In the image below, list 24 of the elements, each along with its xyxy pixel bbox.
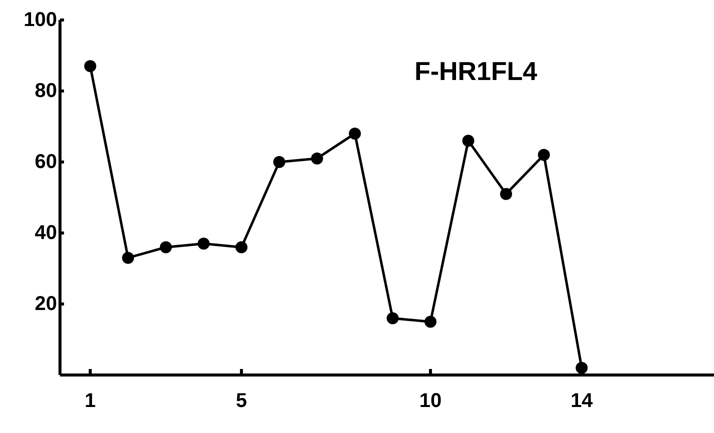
y-tick-label: 100 bbox=[24, 9, 57, 31]
x-tick-label: 10 bbox=[419, 390, 442, 412]
point bbox=[160, 241, 172, 254]
y-tick-label: 20 bbox=[34, 293, 57, 315]
y-tick-label: 80 bbox=[34, 80, 57, 102]
point bbox=[500, 188, 512, 200]
point bbox=[84, 60, 96, 72]
point bbox=[311, 152, 324, 164]
point bbox=[386, 312, 399, 324]
point bbox=[122, 252, 134, 264]
point bbox=[424, 316, 436, 328]
point bbox=[348, 128, 361, 140]
x-tick-label: 1 bbox=[84, 390, 96, 412]
x-tick-label: 5 bbox=[236, 390, 248, 412]
point bbox=[198, 238, 210, 250]
point bbox=[538, 148, 550, 161]
y-tick-label: 60 bbox=[34, 151, 57, 173]
x-tick-label: 14 bbox=[570, 390, 594, 412]
point bbox=[235, 241, 248, 254]
point bbox=[462, 134, 474, 147]
y-tick-label: 40 bbox=[34, 222, 57, 244]
point bbox=[576, 362, 588, 374]
point bbox=[273, 156, 286, 168]
text: F-HR1FL4 bbox=[414, 56, 538, 86]
